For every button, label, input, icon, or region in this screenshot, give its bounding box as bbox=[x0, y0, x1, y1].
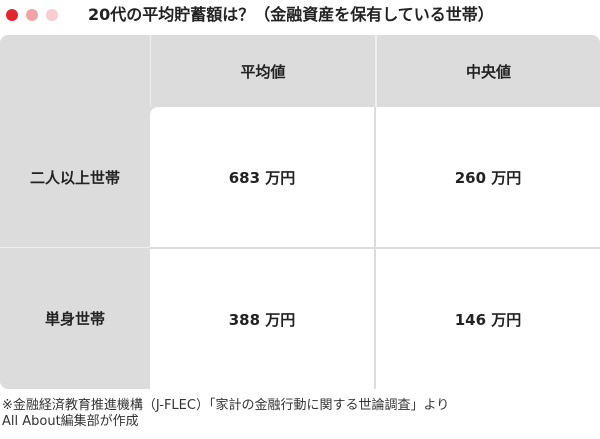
column-header: 平均値 bbox=[150, 35, 375, 107]
window-dot bbox=[46, 9, 58, 21]
value-cell: 146 万円 bbox=[376, 249, 600, 389]
column-header: 中央値 bbox=[375, 35, 600, 107]
value-cell: 388 万円 bbox=[150, 249, 374, 389]
footer: ※金融経済教育推進機構（J-FLEC）「家計の金融行動に関する世論調査」より A… bbox=[2, 398, 449, 430]
window-dot bbox=[6, 9, 18, 21]
row-label: 単身世帯 bbox=[44, 310, 105, 328]
title: 20代の平均貯蓄額は？（金融資産を保有している世帯） bbox=[88, 5, 494, 24]
value-cell: 260 万円 bbox=[376, 107, 600, 247]
row-label: 二人以上世帯 bbox=[0, 107, 150, 248]
source-note: ※金融経済教育推進機構（J-FLEC）「家計の金融行動に関する世論調査」より bbox=[2, 398, 450, 413]
window-dot bbox=[26, 9, 38, 21]
table: 平均値 中央値 二人以上世帯 単身世帯 683 万円 260 万円 388 万円… bbox=[0, 35, 600, 389]
value-cell: 683 万円 bbox=[150, 107, 374, 247]
credit-note: All About編集部が作成 bbox=[2, 414, 139, 429]
